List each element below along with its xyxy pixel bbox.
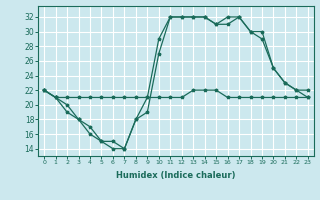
X-axis label: Humidex (Indice chaleur): Humidex (Indice chaleur) <box>116 171 236 180</box>
